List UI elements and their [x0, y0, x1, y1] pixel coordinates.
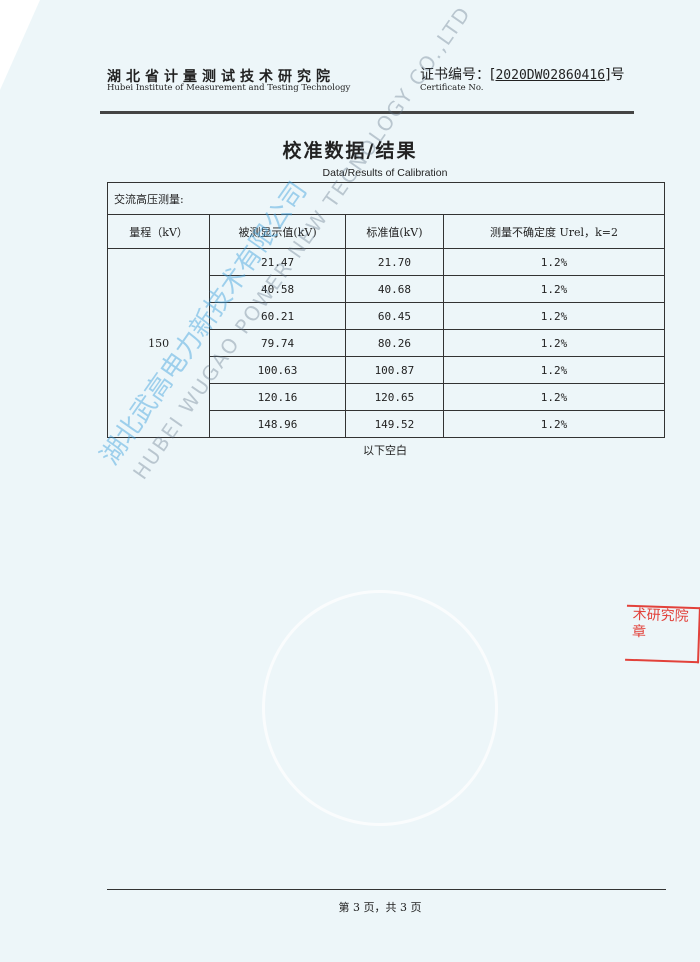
uncertainty-cell: 1.2% — [442, 302, 666, 330]
table-row: 148.96 149.52 1.2% — [108, 410, 666, 438]
table-row: 120.16 120.65 1.2% — [108, 383, 666, 411]
certificate-number: 证书编号：[2020DW02860416]号 — [420, 67, 625, 83]
table-row: 100.63 100.87 1.2% — [108, 356, 666, 384]
standard-cell: 40.68 — [344, 275, 444, 303]
uncertainty-cell: 1.2% — [442, 356, 666, 384]
standard-cell: 100.87 — [344, 356, 444, 384]
page-corner-cut — [0, 0, 40, 90]
page-title: 校准数据/结果 — [282, 140, 418, 162]
cert-suffix: 号 — [610, 67, 625, 83]
cert-label-en: Certificate No. — [420, 83, 484, 93]
header-divider — [100, 111, 634, 114]
measured-cell: 40.58 — [209, 275, 346, 303]
uncertainty-cell: 1.2% — [442, 410, 666, 438]
measured-cell: 120.16 — [209, 383, 346, 411]
below-blank-note: 以下空白 — [363, 444, 407, 457]
table-row: 150 21.47 21.70 1.2% — [106, 248, 666, 438]
standard-cell: 120.65 — [344, 383, 444, 411]
cert-label: 证书编号： — [420, 67, 490, 83]
measured-cell: 100.63 — [209, 356, 346, 384]
header-standard: 标准值(kV) — [344, 214, 444, 249]
range-cell: 150 — [106, 248, 211, 438]
header-range: 量程（kV） — [106, 214, 211, 249]
uncertainty-cell: 1.2% — [442, 248, 666, 276]
page-number: 第 3 页，共 3 页 — [338, 901, 422, 914]
stamp-line-2: 章 — [631, 623, 647, 641]
org-name-cn: 湖北省计量测试技术研究院 — [107, 69, 335, 85]
measured-cell: 21.47 — [209, 248, 346, 276]
uncertainty-cell: 1.2% — [442, 329, 666, 357]
header-measured: 被测显示值(kV) — [209, 214, 346, 249]
table-row: 40.58 40.68 1.2% — [108, 275, 666, 303]
uncertainty-cell: 1.2% — [442, 383, 666, 411]
uncertainty-cell: 1.2% — [442, 275, 666, 303]
standard-cell: 80.26 — [344, 329, 444, 357]
measured-cell: 148.96 — [209, 410, 346, 438]
org-name-en: Hubei Institute of Measurement and Testi… — [107, 83, 351, 93]
standard-cell: 60.45 — [344, 302, 444, 330]
seal-stamp: 术研究院章 — [625, 604, 700, 664]
calibration-table: 交流高压测量: 量程（kV） 被测显示值(kV) 标准值(kV) 测量不确定度 … — [106, 182, 666, 438]
header-uncertainty: 测量不确定度 Urel，k=2 — [442, 214, 666, 249]
table-row: 60.21 60.45 1.2% — [108, 302, 666, 330]
standard-cell: 21.70 — [344, 248, 444, 276]
logo-watermark — [262, 590, 498, 826]
measured-cell: 60.21 — [209, 302, 346, 330]
standard-cell: 149.52 — [344, 410, 444, 438]
footer-divider — [107, 889, 666, 890]
page-subtitle: Data/Results of Calibration — [322, 167, 448, 179]
section-title: 交流高压测量: — [107, 182, 665, 215]
cert-number: 2020DW02860416 — [495, 68, 606, 83]
